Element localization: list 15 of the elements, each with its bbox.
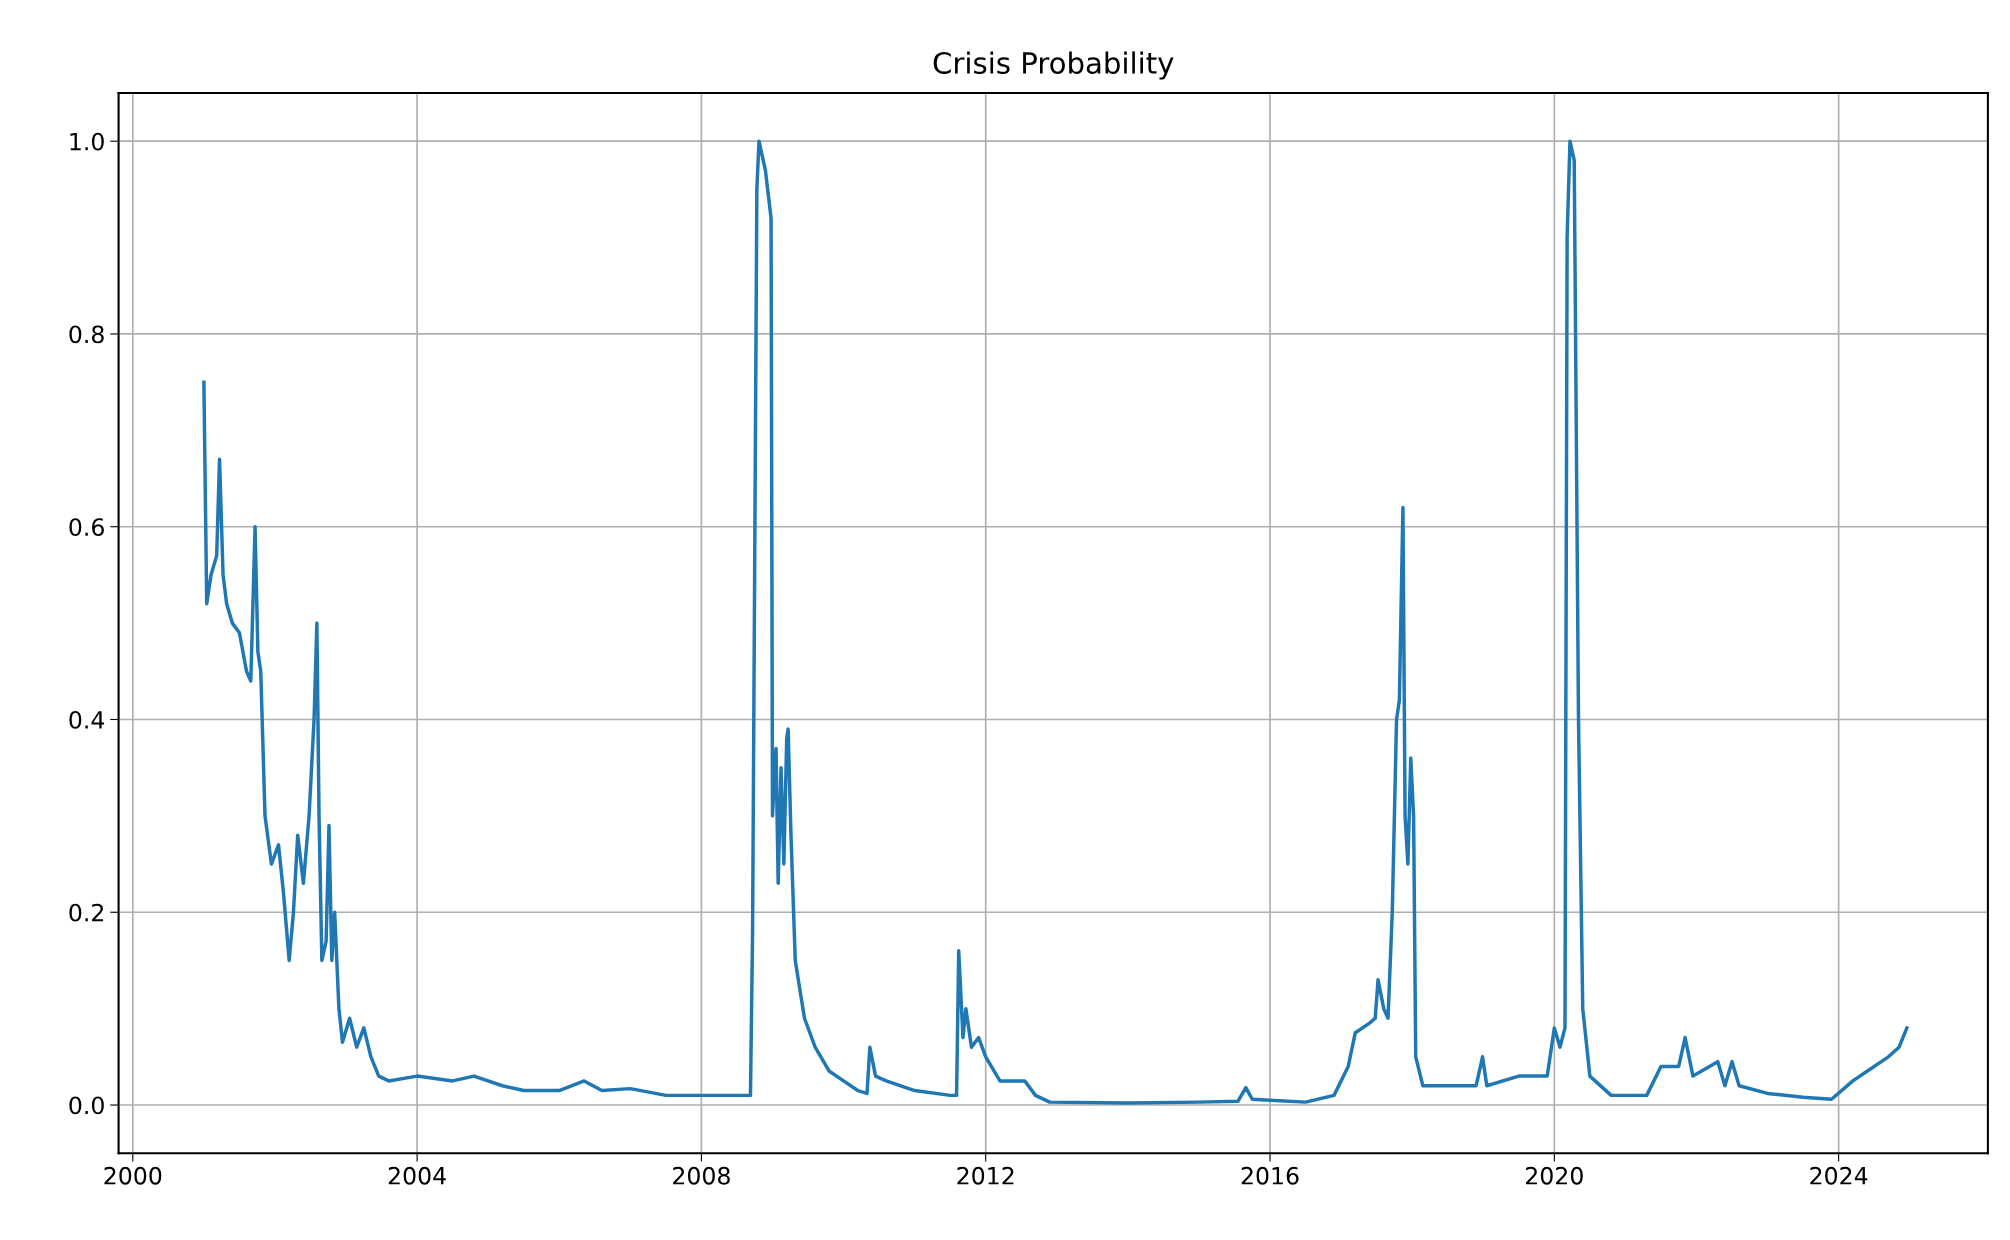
y-tick-label: 0.0 xyxy=(69,1096,104,1115)
y-tick-label: 0.2 xyxy=(69,903,104,922)
x-tick-label: 2020 xyxy=(1526,1166,1583,1185)
x-tick-label: 2012 xyxy=(957,1166,1014,1185)
y-tick-label: 0.4 xyxy=(69,710,105,729)
x-tick-label: 2016 xyxy=(1241,1166,1299,1185)
y-tick-label: 1.0 xyxy=(70,132,104,151)
x-tick-label: 2000 xyxy=(104,1166,162,1185)
x-tick-label: 2004 xyxy=(388,1166,446,1185)
x-tick-label: 2024 xyxy=(1810,1166,1868,1185)
y-tick-label: 0.6 xyxy=(69,518,104,537)
line-series xyxy=(202,139,1909,1105)
y-tick-label: 0.8 xyxy=(69,325,104,344)
chart-title: Crisis Probability xyxy=(933,51,1174,80)
x-tick-label: 2008 xyxy=(673,1166,730,1185)
